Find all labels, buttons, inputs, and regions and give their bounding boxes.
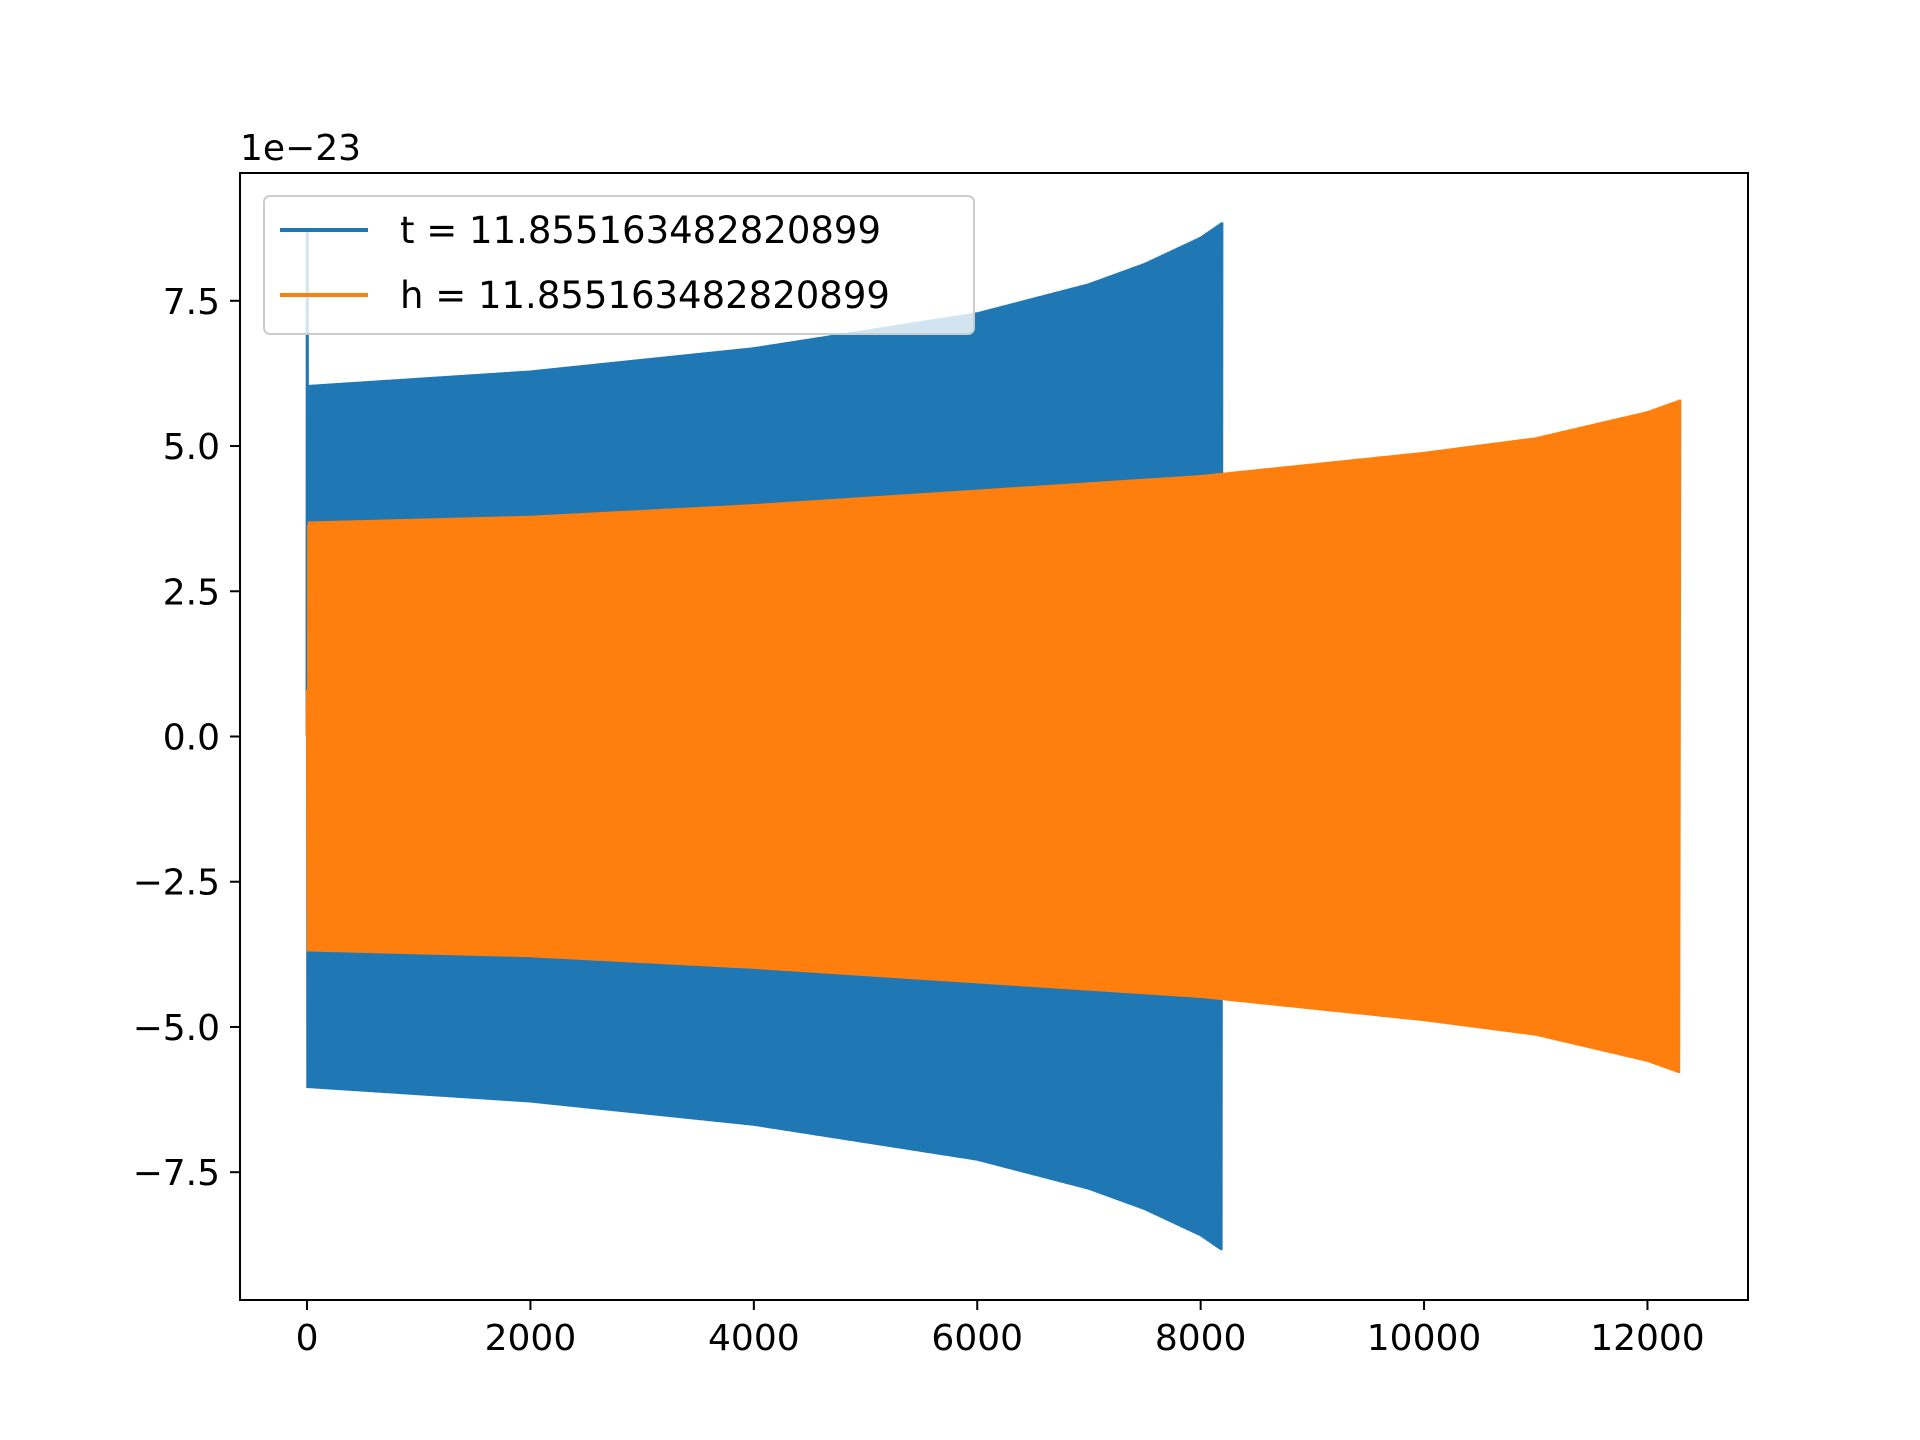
- legend: t = 11.855163482820899 h = 11.85516348282…: [263, 195, 975, 335]
- x-tick-label: 6000: [931, 1318, 1023, 1359]
- x-tick-label: 2000: [485, 1318, 577, 1359]
- x-tick-label: 10000: [1367, 1318, 1482, 1359]
- x-tick-label: 12000: [1590, 1318, 1705, 1359]
- legend-frame: [263, 195, 975, 335]
- series-layer: [305, 222, 1682, 1251]
- x-tick-label: 0: [296, 1318, 319, 1359]
- legend-label: t = 11.855163482820899: [400, 209, 881, 252]
- legend-label: h = 11.855163482820899: [400, 274, 890, 317]
- y-offset-label: 1e−23: [240, 128, 361, 169]
- y-tick-label: −2.5: [133, 863, 220, 904]
- x-tick-label: 4000: [708, 1318, 800, 1359]
- y-tick-label: 2.5: [163, 572, 220, 613]
- y-tick-label: 5.0: [163, 427, 220, 468]
- x-tick-label: 8000: [1155, 1318, 1247, 1359]
- y-tick-label: −5.0: [133, 1008, 220, 1049]
- x-axis: 0 2000 4000 6000 8000 10000 12000: [296, 1300, 1705, 1359]
- y-tick-label: 0.0: [163, 718, 220, 759]
- y-tick-label: 7.5: [163, 282, 220, 323]
- y-axis: −7.5 −5.0 −2.5 0.0 2.5 5.0 7.5: [133, 282, 240, 1194]
- y-tick-label: −7.5: [133, 1153, 220, 1194]
- series-h: [305, 399, 1682, 1074]
- series-band: [307, 404, 1680, 1069]
